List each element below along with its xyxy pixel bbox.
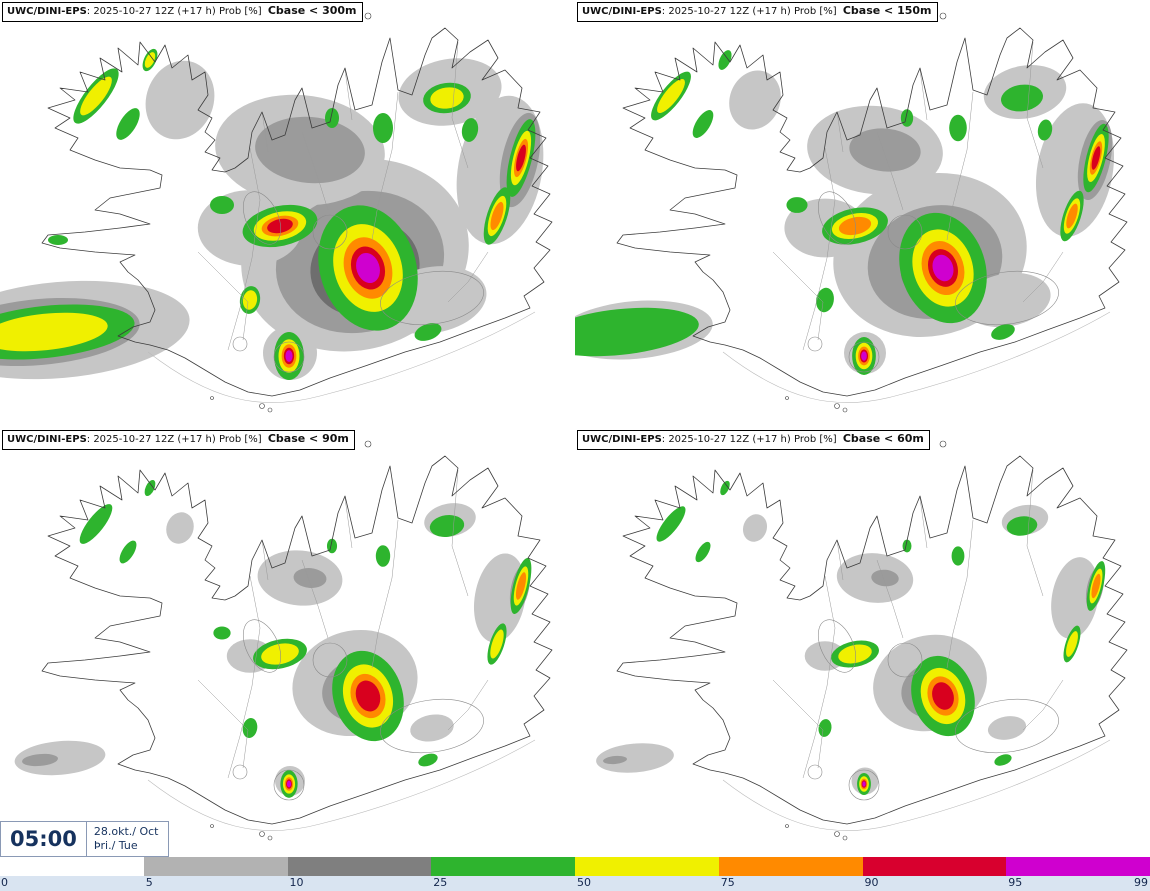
map-panel-cbase-60m: UWC/DINI-EPS: 2025-10-27 12Z (+17 h) Pro…	[575, 428, 1150, 856]
run-info: : 2025-10-27 12Z (+17 h) Prob [%]	[86, 6, 265, 17]
small-islands	[210, 440, 372, 841]
colorbar-tick-90: 90	[864, 876, 879, 889]
small-islands	[210, 12, 372, 413]
colorbar-tick-0: 0	[1, 876, 8, 889]
colorbar-segment-90-95	[862, 857, 1007, 876]
panel-grid: UWC/DINI-EPS: 2025-10-27 12Z (+17 h) Pro…	[0, 0, 1150, 856]
glacier-outlines	[807, 619, 1059, 801]
iceland-map-60m	[596, 440, 1128, 841]
panel-title: UWC/DINI-EPS: 2025-10-27 12Z (+17 h) Pro…	[2, 430, 355, 450]
small-islands	[785, 440, 947, 841]
threshold-label: Cbase < 60m	[842, 432, 924, 445]
colorbar-tick-5: 5	[145, 876, 153, 889]
colorbar-tick-75: 75	[720, 876, 735, 889]
colorbar-tick-10: 10	[289, 876, 304, 889]
terrain-detail-lines	[147, 41, 536, 403]
iceland-map-150m	[575, 12, 1128, 413]
clock-time: 05:00	[10, 827, 77, 851]
map-panel-cbase-90m: UWC/DINI-EPS: 2025-10-27 12Z (+17 h) Pro…	[0, 428, 575, 856]
terrain-detail-lines	[147, 469, 536, 831]
colorbar-segment-10-25	[287, 857, 432, 876]
iceland-map-90m	[14, 440, 553, 841]
run-info: : 2025-10-27 12Z (+17 h) Prob [%]	[86, 434, 265, 445]
model-name: UWC/DINI-EPS	[7, 434, 87, 445]
threshold-label: Cbase < 300m	[267, 4, 357, 17]
colorbar-segments	[0, 857, 1150, 876]
probability-field-colored	[575, 50, 1109, 376]
coastline	[616, 27, 1128, 397]
coastline	[616, 455, 1128, 825]
iceland-map-300m	[0, 12, 553, 413]
panel-title: UWC/DINI-EPS: 2025-10-27 12Z (+17 h) Pro…	[577, 430, 930, 450]
colorbar-segment-50-75	[575, 857, 719, 876]
run-info: : 2025-10-27 12Z (+17 h) Prob [%]	[661, 434, 840, 445]
run-info: : 2025-10-27 12Z (+17 h) Prob [%]	[661, 6, 840, 17]
panel-title: UWC/DINI-EPS: 2025-10-27 12Z (+17 h) Pro…	[577, 2, 938, 22]
coastline	[41, 27, 553, 397]
threshold-label: Cbase < 150m	[842, 4, 932, 17]
map-panel-cbase-150m: UWC/DINI-EPS: 2025-10-27 12Z (+17 h) Pro…	[575, 0, 1150, 428]
colorbar-segment-95-99	[1006, 857, 1150, 876]
clock-date: 28.okt./ Oct	[93, 825, 159, 838]
model-name: UWC/DINI-EPS	[582, 434, 662, 445]
clock-date-box: 28.okt./ Oct Þri./ Tue	[85, 822, 169, 856]
terrain-detail-lines	[722, 469, 1111, 831]
clock-day: Þri./ Tue	[93, 839, 138, 852]
colorbar-tick-99: 99	[1134, 876, 1148, 889]
glacier-outlines	[807, 191, 1059, 373]
colorbar-tick-25: 25	[433, 876, 448, 889]
colorbar-labels: 0 5 10 25 50 75 90 95 99	[0, 876, 1150, 891]
clock: 05:00 28.okt./ Oct Þri./ Tue	[0, 821, 170, 857]
colorbar-segment-5-10	[143, 857, 288, 876]
colorbar-segment-0-5	[0, 857, 144, 876]
glacier-outlines	[232, 619, 484, 801]
colorbar-tick-95: 95	[1008, 876, 1023, 889]
colorbar-tick-50: 50	[577, 876, 591, 889]
coastline	[41, 455, 553, 825]
map-panel-cbase-300m: UWC/DINI-EPS: 2025-10-27 12Z (+17 h) Pro…	[0, 0, 575, 428]
colorbar-segment-25-50	[431, 857, 575, 876]
model-name: UWC/DINI-EPS	[7, 6, 87, 17]
glacier-outlines	[232, 191, 484, 373]
probability-field-colored	[656, 480, 1106, 796]
small-islands	[785, 12, 947, 413]
threshold-label: Cbase < 90m	[267, 432, 349, 445]
terrain-detail-lines	[722, 41, 1111, 403]
model-name: UWC/DINI-EPS	[582, 6, 662, 17]
colorbar-segment-75-90	[718, 857, 863, 876]
panel-title: UWC/DINI-EPS: 2025-10-27 12Z (+17 h) Pro…	[2, 2, 363, 22]
